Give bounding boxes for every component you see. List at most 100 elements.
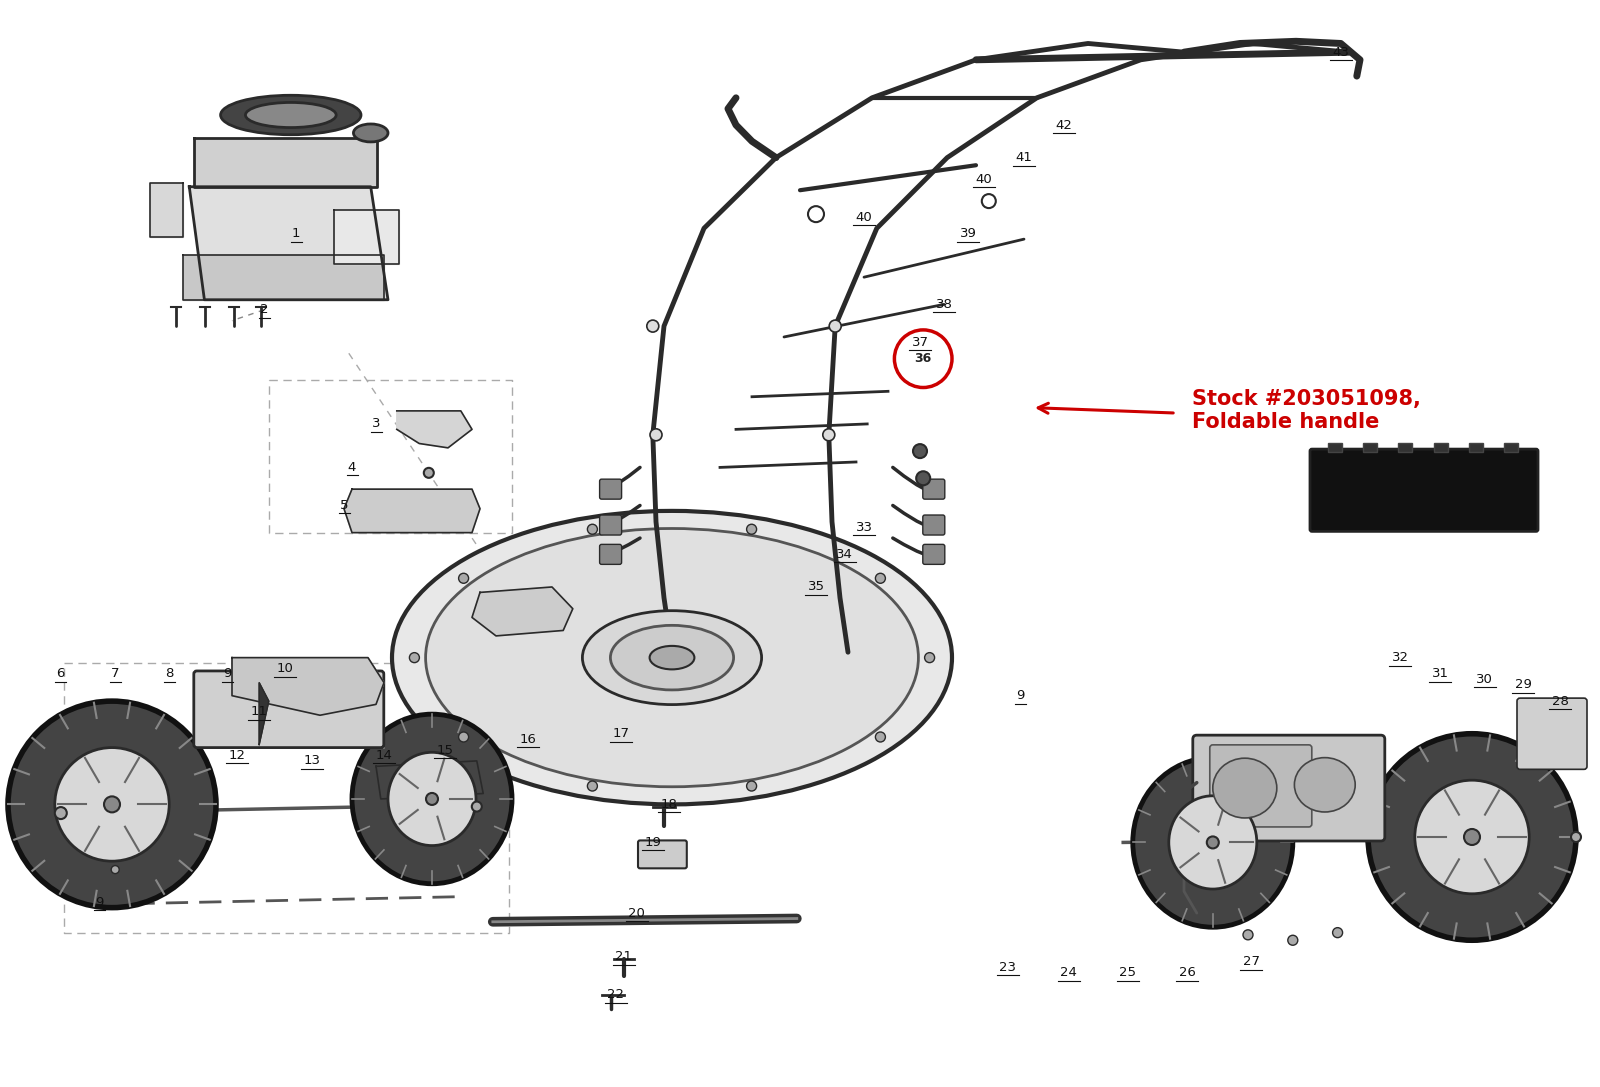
Text: 16: 16 — [520, 733, 536, 746]
Text: 43: 43 — [1333, 46, 1349, 59]
Ellipse shape — [1414, 780, 1530, 894]
Circle shape — [587, 782, 597, 791]
Ellipse shape — [387, 752, 477, 846]
Polygon shape — [232, 658, 384, 715]
Text: 13: 13 — [304, 754, 320, 767]
Text: 14: 14 — [376, 749, 392, 762]
Text: 27: 27 — [1243, 955, 1259, 969]
Circle shape — [925, 652, 934, 663]
Circle shape — [875, 573, 885, 584]
Ellipse shape — [1133, 758, 1293, 927]
Circle shape — [1571, 832, 1581, 842]
Text: 9: 9 — [222, 667, 232, 680]
Circle shape — [1206, 836, 1219, 849]
Polygon shape — [194, 138, 378, 187]
Polygon shape — [397, 411, 472, 448]
Ellipse shape — [1168, 796, 1258, 889]
Circle shape — [1243, 929, 1253, 940]
Text: 40: 40 — [976, 173, 992, 186]
Ellipse shape — [352, 714, 512, 884]
Ellipse shape — [611, 625, 733, 690]
Text: 29: 29 — [1515, 678, 1531, 691]
Ellipse shape — [582, 611, 762, 704]
Circle shape — [110, 865, 118, 874]
Circle shape — [914, 445, 926, 458]
FancyBboxPatch shape — [600, 479, 621, 499]
FancyBboxPatch shape — [1328, 443, 1342, 452]
Ellipse shape — [221, 96, 362, 135]
Ellipse shape — [392, 511, 952, 804]
Circle shape — [875, 732, 885, 742]
Polygon shape — [376, 761, 483, 799]
Text: 12: 12 — [229, 749, 245, 762]
FancyBboxPatch shape — [1517, 698, 1587, 770]
Circle shape — [1464, 829, 1480, 845]
Text: 4: 4 — [347, 461, 357, 474]
FancyBboxPatch shape — [638, 840, 686, 869]
FancyBboxPatch shape — [600, 515, 621, 535]
Circle shape — [424, 467, 434, 478]
Text: 9: 9 — [1016, 689, 1026, 702]
Text: 9: 9 — [94, 896, 104, 909]
FancyBboxPatch shape — [923, 515, 944, 535]
FancyBboxPatch shape — [1210, 745, 1312, 827]
FancyBboxPatch shape — [923, 545, 944, 564]
Polygon shape — [189, 187, 387, 300]
Text: 38: 38 — [936, 298, 952, 311]
Text: 37: 37 — [912, 336, 928, 349]
Ellipse shape — [354, 124, 387, 142]
Text: 40: 40 — [856, 211, 872, 224]
Polygon shape — [344, 489, 480, 533]
Ellipse shape — [245, 102, 336, 127]
Text: 28: 28 — [1552, 695, 1568, 708]
Text: 26: 26 — [1179, 966, 1195, 979]
Polygon shape — [259, 683, 269, 745]
Text: 18: 18 — [661, 798, 677, 811]
Circle shape — [822, 428, 835, 441]
Circle shape — [917, 472, 930, 485]
FancyBboxPatch shape — [1192, 735, 1384, 841]
Text: 8: 8 — [165, 667, 174, 680]
FancyBboxPatch shape — [1469, 443, 1483, 452]
Circle shape — [650, 428, 662, 441]
Ellipse shape — [54, 748, 170, 861]
Polygon shape — [472, 587, 573, 636]
Text: 36: 36 — [915, 352, 931, 365]
Text: 25: 25 — [1120, 966, 1136, 979]
Circle shape — [646, 320, 659, 333]
Circle shape — [54, 807, 67, 820]
FancyBboxPatch shape — [1310, 449, 1538, 532]
Circle shape — [747, 782, 757, 791]
Text: 24: 24 — [1061, 966, 1077, 979]
Ellipse shape — [1213, 759, 1277, 819]
Ellipse shape — [8, 701, 216, 908]
Text: 2: 2 — [259, 303, 269, 316]
Circle shape — [410, 652, 419, 663]
FancyBboxPatch shape — [600, 545, 621, 564]
FancyBboxPatch shape — [1504, 443, 1518, 452]
Polygon shape — [182, 254, 384, 300]
Text: 33: 33 — [856, 521, 872, 534]
FancyBboxPatch shape — [1363, 443, 1378, 452]
Text: 17: 17 — [613, 727, 629, 740]
Text: 3: 3 — [371, 417, 381, 430]
Text: 10: 10 — [277, 662, 293, 675]
Circle shape — [472, 801, 482, 812]
Circle shape — [1288, 935, 1298, 946]
FancyBboxPatch shape — [1398, 443, 1413, 452]
Text: 20: 20 — [629, 907, 645, 920]
Text: Stock #203051098,
Foldable handle: Stock #203051098, Foldable handle — [1192, 389, 1421, 433]
Ellipse shape — [650, 646, 694, 670]
Text: 39: 39 — [960, 227, 976, 240]
FancyBboxPatch shape — [1434, 443, 1448, 452]
Text: 6: 6 — [56, 667, 66, 680]
Text: 31: 31 — [1432, 667, 1448, 680]
Circle shape — [747, 524, 757, 534]
Circle shape — [459, 573, 469, 584]
Text: 41: 41 — [1016, 151, 1032, 164]
Circle shape — [104, 797, 120, 812]
Text: 32: 32 — [1392, 651, 1408, 664]
Text: 21: 21 — [616, 950, 632, 963]
Text: 22: 22 — [608, 988, 624, 1001]
Text: 1: 1 — [291, 227, 301, 240]
